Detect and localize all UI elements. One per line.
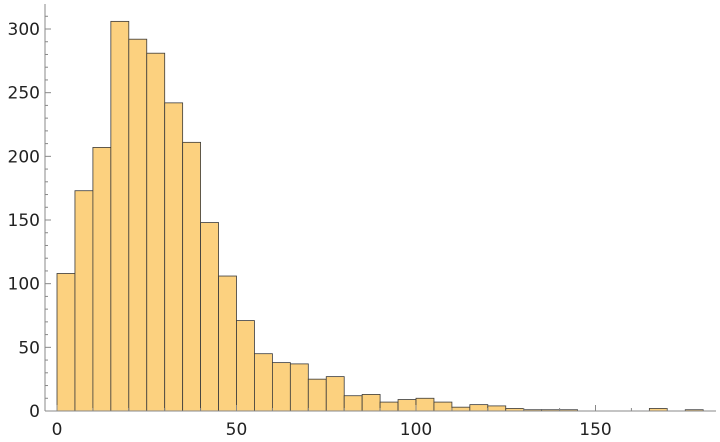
histogram-bar xyxy=(218,275,237,412)
y-tick-label: 300 xyxy=(8,20,40,40)
histogram-bar xyxy=(433,401,453,412)
x-tick-label: 50 xyxy=(226,420,248,440)
histogram-bar xyxy=(164,102,184,412)
y-tick-label: 100 xyxy=(8,275,40,295)
bars-group xyxy=(56,20,704,412)
x-tick-label: 0 xyxy=(52,420,63,440)
histogram-bar xyxy=(415,397,435,412)
histogram-bar xyxy=(146,52,166,412)
histogram-bar xyxy=(182,141,201,412)
histogram-bar xyxy=(451,406,471,412)
histogram-bar xyxy=(487,405,507,412)
histogram-bar xyxy=(128,38,148,412)
histogram-bar xyxy=(397,399,417,412)
histogram-bar xyxy=(271,362,291,412)
histogram-bar xyxy=(343,395,363,412)
histogram-bar xyxy=(92,147,112,412)
y-tick-label: 250 xyxy=(8,84,40,104)
histogram-bar xyxy=(56,273,76,412)
histogram-bar xyxy=(200,222,219,412)
histogram-bar xyxy=(110,20,130,412)
y-tick-label: 0 xyxy=(29,402,40,422)
histogram-bar xyxy=(74,190,94,412)
y-tick-label: 50 xyxy=(18,338,40,358)
x-tick-label: 100 xyxy=(400,420,432,440)
histogram-bar xyxy=(469,404,489,412)
y-tick-label: 150 xyxy=(8,211,40,231)
histogram-bar xyxy=(325,376,345,412)
x-tick-label: 150 xyxy=(579,420,611,440)
histogram-bar xyxy=(236,320,255,412)
axes-group: 0 50 100 150 0 50 100 150 200 250 300 xyxy=(8,4,716,440)
histogram-bar xyxy=(361,394,381,412)
histogram-bar xyxy=(254,353,273,412)
y-tick-label: 200 xyxy=(8,147,40,167)
histogram-bar xyxy=(379,401,399,412)
histogram-bar xyxy=(307,378,327,412)
histogram-bar xyxy=(289,363,309,412)
